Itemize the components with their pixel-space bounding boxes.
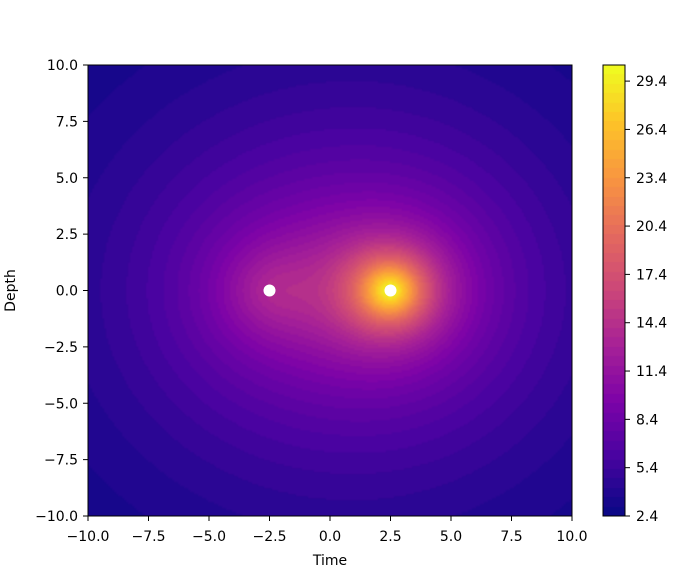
- x-tick-label: 5.0: [440, 529, 462, 545]
- y-tick-label: −7.5: [44, 453, 78, 469]
- y-tick-label: −10.0: [35, 509, 78, 525]
- source-marker-1: [263, 284, 276, 297]
- colorbar-tick-label: 8.4: [636, 412, 658, 428]
- colorbar-frame: [602, 64, 626, 517]
- source-markers: [263, 284, 397, 297]
- colorbar-tick-label: 14.4: [636, 316, 667, 332]
- x-tick-label: 2.5: [379, 529, 401, 545]
- y-tick-label: 2.5: [56, 227, 78, 243]
- colorbar-tick-label: 5.4: [636, 461, 658, 477]
- colorbar-ticks: 2.4 5.4 8.4 11.4 14.4 17.4 20.4 23.4 26.4 29.4: [625, 74, 667, 525]
- x-tick-label: 0.0: [319, 529, 341, 545]
- x-tick-label: 10.0: [556, 529, 587, 545]
- y-axis: −10.0 −7.5 −5.0 −2.5 0.0 2.5 5.0 7.5 10.0: [35, 58, 88, 525]
- x-axis: −10.0 −7.5 −5.0 −2.5 0.0 2.5 5.0 7.5 10.0: [67, 516, 588, 545]
- x-tick-label: 7.5: [500, 529, 522, 545]
- y-tick-label: −5.0: [44, 396, 78, 412]
- y-tick-label: 7.5: [56, 114, 78, 130]
- y-tick-label: 5.0: [56, 171, 78, 187]
- x-tick-label: −2.5: [253, 529, 287, 545]
- y-axis-title: Depth: [3, 269, 19, 312]
- colorbar-tick-label: 17.4: [636, 267, 667, 283]
- heatmap-field: [88, 65, 572, 516]
- source-marker-2: [384, 284, 397, 297]
- x-tick-label: −10.0: [67, 529, 110, 545]
- colorbar: 2.4 5.4 8.4 11.4 14.4 17.4 20.4 23.4 26.4 29.4: [602, 64, 667, 525]
- colorbar-tick-label: 11.4: [636, 364, 667, 380]
- plot-area: [87, 64, 573, 517]
- y-tick-label: 0.0: [56, 284, 78, 300]
- colorbar-tick-label: 26.4: [636, 122, 667, 138]
- y-tick-label: −2.5: [44, 340, 78, 356]
- colorbar-tick-label: 29.4: [636, 74, 667, 90]
- colorbar-tick-label: 23.4: [636, 171, 667, 187]
- x-tick-label: −5.0: [192, 529, 226, 545]
- x-axis-title: Time: [312, 553, 347, 569]
- y-tick-label: 10.0: [47, 58, 78, 74]
- colorbar-tick-label: 20.4: [636, 219, 667, 235]
- colorbar-tick-label: 2.4: [636, 509, 658, 525]
- x-tick-label: −7.5: [132, 529, 166, 545]
- colorbar-gradient: [603, 65, 625, 516]
